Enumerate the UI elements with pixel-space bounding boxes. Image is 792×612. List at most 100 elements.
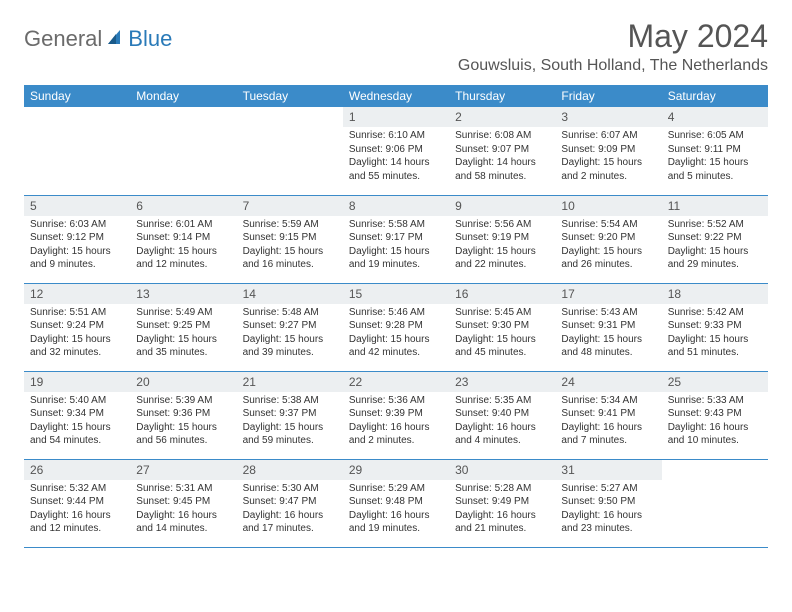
calendar-day-cell: 19 Sunrise: 5:40 AMSunset: 9:34 PMDayligh…: [24, 371, 130, 459]
calendar-day-cell: 22Sunrise: 5:36 AMSunset: 9:39 PMDayligh…: [343, 371, 449, 459]
daylight-text: Daylight: 15 hours and 35 minutes.: [136, 333, 230, 360]
day-info: Sunrise: 5:43 AMSunset: 9:31 PMDaylight:…: [555, 304, 661, 364]
sunrise-text: Sunrise: 6:03 AM: [30, 218, 124, 232]
day-number: 27: [130, 460, 236, 480]
sunset-text: Sunset: 9:48 PM: [349, 495, 443, 509]
title-block: May 2024 Gouwsluis, South Holland, The N…: [458, 18, 768, 75]
day-number: 24: [555, 372, 661, 392]
sunset-text: Sunset: 9:25 PM: [136, 319, 230, 333]
day-number: 2: [449, 107, 555, 127]
sunset-text: Sunset: 9:27 PM: [243, 319, 337, 333]
daylight-text: Daylight: 15 hours and 9 minutes.: [30, 245, 124, 272]
calendar-day-cell: 30Sunrise: 5:28 AMSunset: 9:49 PMDayligh…: [449, 459, 555, 547]
weekday-header: Monday: [130, 85, 236, 107]
calendar-day-cell: 10Sunrise: 5:54 AMSunset: 9:20 PMDayligh…: [555, 195, 661, 283]
calendar-week-row: 5Sunrise: 6:03 AMSunset: 9:12 PMDaylight…: [24, 195, 768, 283]
day-info: Sunrise: 5:51 AMSunset: 9:24 PMDaylight:…: [24, 304, 130, 364]
sunset-text: Sunset: 9:37 PM: [243, 407, 337, 421]
daylight-text: Daylight: 16 hours and 19 minutes.: [349, 509, 443, 536]
calendar-day-cell: 20Sunrise: 5:39 AMSunset: 9:36 PMDayligh…: [130, 371, 236, 459]
day-number: 11: [662, 196, 768, 216]
calendar-day-cell: 5Sunrise: 6:03 AMSunset: 9:12 PMDaylight…: [24, 195, 130, 283]
sunset-text: Sunset: 9:34 PM: [30, 407, 124, 421]
day-info: Sunrise: 5:45 AMSunset: 9:30 PMDaylight:…: [449, 304, 555, 364]
day-info: Sunrise: 5:46 AMSunset: 9:28 PMDaylight:…: [343, 304, 449, 364]
daylight-text: Daylight: 16 hours and 10 minutes.: [668, 421, 762, 448]
daylight-text: Daylight: 14 hours and 55 minutes.: [349, 156, 443, 183]
daylight-text: Daylight: 15 hours and 59 minutes.: [243, 421, 337, 448]
day-info: Sunrise: 5:58 AMSunset: 9:17 PMDaylight:…: [343, 216, 449, 276]
day-number: 13: [130, 284, 236, 304]
day-number: 19: [24, 372, 130, 392]
daylight-text: Daylight: 15 hours and 39 minutes.: [243, 333, 337, 360]
day-number: 12: [24, 284, 130, 304]
day-info: Sunrise: 5:48 AMSunset: 9:27 PMDaylight:…: [237, 304, 343, 364]
calendar-day-cell: 25Sunrise: 5:33 AMSunset: 9:43 PMDayligh…: [662, 371, 768, 459]
sunset-text: Sunset: 9:39 PM: [349, 407, 443, 421]
day-number: 23: [449, 372, 555, 392]
sunrise-text: Sunrise: 5:43 AM: [561, 306, 655, 320]
weekday-header: Tuesday: [237, 85, 343, 107]
day-number: 17: [555, 284, 661, 304]
sunrise-text: Sunrise: 6:10 AM: [349, 129, 443, 143]
day-info: Sunrise: 5:59 AMSunset: 9:15 PMDaylight:…: [237, 216, 343, 276]
sunrise-text: Sunrise: 5:38 AM: [243, 394, 337, 408]
daylight-text: Daylight: 15 hours and 42 minutes.: [349, 333, 443, 360]
weekday-header: Saturday: [662, 85, 768, 107]
sunset-text: Sunset: 9:19 PM: [455, 231, 549, 245]
daylight-text: Daylight: 16 hours and 17 minutes.: [243, 509, 337, 536]
day-info: Sunrise: 6:10 AMSunset: 9:06 PMDaylight:…: [343, 127, 449, 187]
calendar-table: Sunday Monday Tuesday Wednesday Thursday…: [24, 85, 768, 548]
calendar-day-cell: 13Sunrise: 5:49 AMSunset: 9:25 PMDayligh…: [130, 283, 236, 371]
sunrise-text: Sunrise: 5:54 AM: [561, 218, 655, 232]
day-info: Sunrise: 5:54 AMSunset: 9:20 PMDaylight:…: [555, 216, 661, 276]
sunset-text: Sunset: 9:33 PM: [668, 319, 762, 333]
daylight-text: Daylight: 15 hours and 45 minutes.: [455, 333, 549, 360]
day-info: Sunrise: 6:03 AMSunset: 9:12 PMDaylight:…: [24, 216, 130, 276]
daylight-text: Daylight: 16 hours and 7 minutes.: [561, 421, 655, 448]
logo-text-blue: Blue: [128, 26, 172, 52]
daylight-text: Daylight: 16 hours and 14 minutes.: [136, 509, 230, 536]
sunset-text: Sunset: 9:12 PM: [30, 231, 124, 245]
day-number: 4: [662, 107, 768, 127]
sunrise-text: Sunrise: 5:46 AM: [349, 306, 443, 320]
daylight-text: Daylight: 15 hours and 54 minutes.: [30, 421, 124, 448]
sunrise-text: Sunrise: 5:40 AM: [30, 394, 124, 408]
weekday-header: Friday: [555, 85, 661, 107]
sunrise-text: Sunrise: 5:28 AM: [455, 482, 549, 496]
sunrise-text: Sunrise: 6:07 AM: [561, 129, 655, 143]
sunset-text: Sunset: 9:24 PM: [30, 319, 124, 333]
daylight-text: Daylight: 15 hours and 51 minutes.: [668, 333, 762, 360]
sunset-text: Sunset: 9:09 PM: [561, 143, 655, 157]
daylight-text: Daylight: 15 hours and 29 minutes.: [668, 245, 762, 272]
day-number: 6: [130, 196, 236, 216]
day-info: Sunrise: 5:38 AMSunset: 9:37 PMDaylight:…: [237, 392, 343, 452]
daylight-text: Daylight: 15 hours and 56 minutes.: [136, 421, 230, 448]
day-number: 16: [449, 284, 555, 304]
calendar-day-cell: 21Sunrise: 5:38 AMSunset: 9:37 PMDayligh…: [237, 371, 343, 459]
calendar-day-cell: 14Sunrise: 5:48 AMSunset: 9:27 PMDayligh…: [237, 283, 343, 371]
calendar-week-row: 19Sunrise: 5:40 AMSunset: 9:34 PMDayligh…: [24, 371, 768, 459]
day-info: Sunrise: 5:42 AMSunset: 9:33 PMDaylight:…: [662, 304, 768, 364]
sunrise-text: Sunrise: 5:51 AM: [30, 306, 124, 320]
logo-sail-icon: [106, 28, 126, 51]
calendar-day-cell: 4Sunrise: 6:05 AMSunset: 9:11 PMDaylight…: [662, 107, 768, 195]
sunrise-text: Sunrise: 5:39 AM: [136, 394, 230, 408]
calendar-day-cell: 31Sunrise: 5:27 AMSunset: 9:50 PMDayligh…: [555, 459, 661, 547]
sunrise-text: Sunrise: 5:48 AM: [243, 306, 337, 320]
day-info: Sunrise: 5:36 AMSunset: 9:39 PMDaylight:…: [343, 392, 449, 452]
day-number: 8: [343, 196, 449, 216]
sunset-text: Sunset: 9:36 PM: [136, 407, 230, 421]
daylight-text: Daylight: 16 hours and 4 minutes.: [455, 421, 549, 448]
day-info: Sunrise: 6:07 AMSunset: 9:09 PMDaylight:…: [555, 127, 661, 187]
logo: General Blue: [24, 26, 172, 52]
calendar-day-cell: 11Sunrise: 5:52 AMSunset: 9:22 PMDayligh…: [662, 195, 768, 283]
sunset-text: Sunset: 9:17 PM: [349, 231, 443, 245]
daylight-text: Daylight: 15 hours and 2 minutes.: [561, 156, 655, 183]
day-info: Sunrise: 5:34 AMSunset: 9:41 PMDaylight:…: [555, 392, 661, 452]
weekday-header: Wednesday: [343, 85, 449, 107]
day-number: 5: [24, 196, 130, 216]
calendar-day-cell: 16Sunrise: 5:45 AMSunset: 9:30 PMDayligh…: [449, 283, 555, 371]
sunset-text: Sunset: 9:07 PM: [455, 143, 549, 157]
sunrise-text: Sunrise: 5:31 AM: [136, 482, 230, 496]
